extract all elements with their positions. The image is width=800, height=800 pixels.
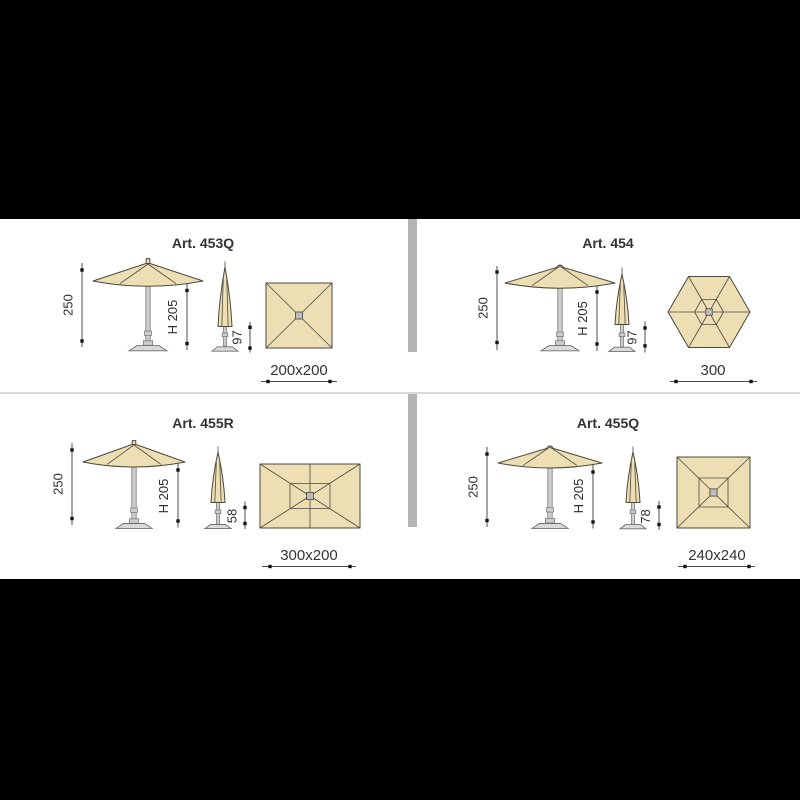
height-dimension: 250 — [476, 266, 499, 350]
folded-dimension: 97 — [230, 322, 252, 353]
footprint-dimension-label: 300x200 — [280, 547, 338, 564]
folded-dimension-label: 97 — [625, 330, 640, 344]
product-title: Art. 454 — [582, 235, 634, 251]
height-dimension-label: 250 — [466, 476, 481, 498]
clearance-dimension-label: H 205 — [575, 301, 590, 336]
umbrella-closed-side-icon — [607, 267, 637, 352]
product-card-455q: Art. 455Q 250 — [466, 415, 755, 569]
umbrella-open-side-icon — [497, 445, 603, 529]
height-dimension: 250 — [51, 443, 74, 525]
umbrella-top-view-icon — [667, 276, 751, 348]
umbrella-top-view-icon — [265, 282, 333, 349]
divider-vertical-top — [408, 219, 417, 352]
folded-dimension-label: 58 — [225, 509, 240, 523]
footprint-dimension: 240x240 — [678, 547, 755, 569]
umbrella-top-view-icon — [676, 456, 751, 529]
umbrella-closed-side-icon — [618, 446, 648, 530]
folded-dimension-label: 97 — [230, 330, 245, 344]
clearance-dimension: H 205 — [571, 465, 595, 529]
footprint-dimension: 300x200 — [262, 547, 356, 569]
clearance-dimension: H 205 — [165, 284, 189, 350]
umbrella-open-side-icon — [504, 264, 616, 352]
clearance-dimension-label: H 205 — [571, 479, 586, 514]
divider-vertical-bottom — [408, 394, 417, 527]
footprint-dimension-label: 240x240 — [688, 547, 746, 564]
height-dimension-label: 250 — [61, 294, 76, 316]
folded-dimension: 58 — [225, 501, 247, 529]
footprint-dimension: 200x200 — [261, 362, 337, 384]
height-dimension: 250 — [61, 263, 84, 347]
folded-dimension: 78 — [638, 501, 661, 530]
umbrella-closed-side-icon — [203, 446, 233, 530]
umbrella-top-view-icon — [259, 463, 361, 529]
umbrella-open-side-icon — [82, 440, 186, 529]
divider-horizontal — [0, 392, 800, 394]
catalog-panel: Art. 453Q 250 — [0, 219, 800, 579]
footprint-dimension-label: 300 — [700, 362, 725, 379]
height-dimension-label: 250 — [51, 473, 66, 495]
product-card-455r: Art. 455R 250 — [51, 415, 361, 569]
clearance-dimension: H 205 — [575, 286, 599, 351]
clearance-dimension-label: H 205 — [156, 479, 171, 514]
height-dimension: 250 — [466, 447, 489, 527]
folded-dimension-label: 78 — [638, 509, 653, 523]
product-title: Art. 455R — [172, 415, 233, 431]
clearance-dimension: H 205 — [156, 463, 180, 528]
footprint-dimension-label: 200x200 — [270, 362, 328, 379]
folded-dimension: 97 — [625, 321, 647, 353]
product-card-454: Art. 454 250 — [476, 235, 757, 384]
footprint-dimension: 300 — [670, 362, 757, 384]
product-card-453q: Art. 453Q 250 — [61, 235, 337, 384]
catalog-figure: Art. 453Q 250 — [0, 219, 800, 569]
product-title: Art. 453Q — [172, 235, 234, 251]
clearance-dimension-label: H 205 — [165, 300, 180, 335]
product-title: Art. 455Q — [577, 415, 639, 431]
umbrella-closed-side-icon — [210, 261, 240, 352]
umbrella-open-side-icon — [92, 258, 204, 352]
height-dimension-label: 250 — [476, 297, 491, 319]
